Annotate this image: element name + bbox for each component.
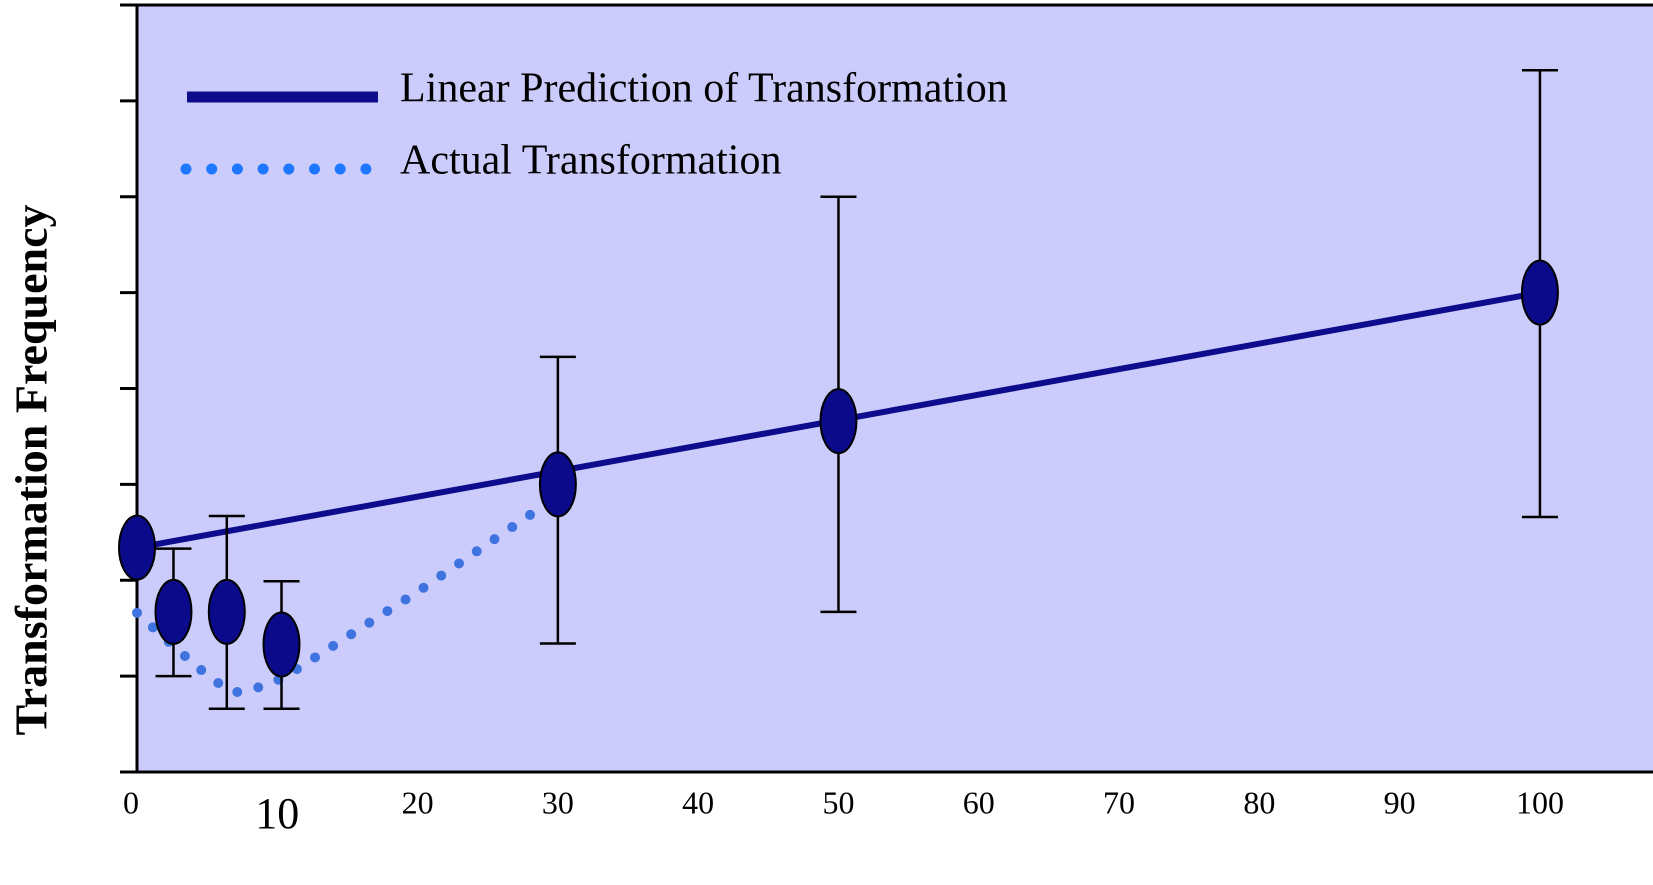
data-point (819, 388, 858, 455)
x-tick-label: 60 (963, 784, 995, 820)
data-point (118, 514, 156, 581)
x-tick-label: 100 (1516, 784, 1564, 820)
plot-background (137, 5, 1653, 772)
data-point (154, 578, 193, 645)
data-point (207, 578, 246, 645)
x-tick-label: 0 (123, 784, 139, 820)
x-tick-label: 80 (1243, 784, 1275, 820)
x-tick-label: 90 (1384, 784, 1416, 820)
series-line (132, 490, 563, 698)
legend-label: Actual Transformation (400, 138, 781, 184)
x-tick-label: 70 (1103, 784, 1135, 820)
x-tick-label: 50 (822, 784, 854, 820)
legend-label: Linear Prediction of Transformation (400, 66, 1008, 112)
x-tick-label: 40 (682, 784, 714, 820)
x-tick-label: 20 (402, 784, 434, 820)
data-point (538, 451, 577, 518)
data-point (1520, 259, 1559, 326)
y-axis-label: Transformation Frequency (6, 204, 57, 735)
data-point (262, 611, 301, 678)
x-tick-label: 10 (255, 789, 299, 838)
x-tick-label: 30 (542, 784, 574, 820)
